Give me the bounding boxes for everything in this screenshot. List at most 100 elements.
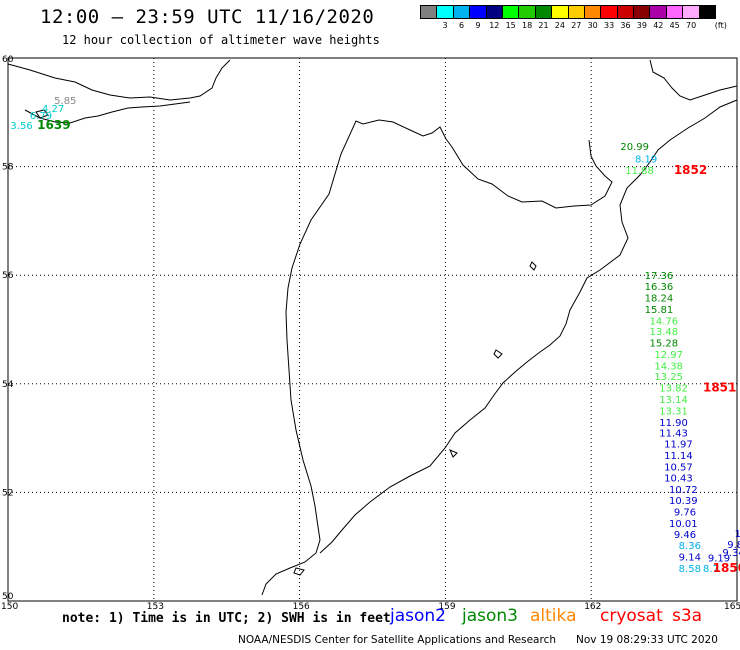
northeast-coastline: [649, 59, 738, 101]
wave-height-reading: 10.57: [664, 462, 693, 473]
wave-height-reading: 10.01: [669, 519, 698, 530]
wave-height-reading: 11.97: [664, 440, 693, 451]
longitude-label: 159: [438, 602, 455, 612]
credit-line: NOAA/NESDIS Center for Satellite Applica…: [238, 634, 718, 646]
wave-height-reading: 9.8: [727, 540, 740, 551]
legend-item-jason3: jason3: [462, 606, 518, 626]
map-frame: [7, 57, 738, 602]
scale-label: 24: [554, 21, 565, 30]
wave-height-reading: 6.79: [30, 111, 52, 122]
island-c: [529, 261, 537, 271]
wave-height-reading: 11.90: [659, 418, 688, 429]
coastline: [7, 59, 738, 596]
wave-height-reading: 9.19: [708, 554, 730, 565]
credit-timestamp: Nov 19 08:29:33 UTC 2020: [576, 634, 718, 646]
island-e: [449, 449, 458, 458]
longitude-label: 150: [1, 602, 18, 612]
wave-height-reading: 14.38: [654, 361, 683, 372]
wave-height-reading: 15.28: [650, 339, 679, 350]
longitude-label: 156: [293, 602, 310, 612]
wave-height-reading: 14.76: [650, 316, 679, 327]
wave-height-reading: 4.27: [42, 104, 64, 115]
wave-height-reading: 9.14: [679, 552, 701, 563]
scale-label: 70: [686, 21, 697, 30]
page-title: 12:00 – 23:59 UTC 11/16/2020: [40, 6, 375, 28]
scale-label: 39: [636, 21, 647, 30]
scale-label: 21: [538, 21, 549, 30]
wave-height-reading: 13.82: [659, 384, 688, 395]
wave-height-reading: 20.99: [620, 142, 649, 153]
wave-height-reading: 15.81: [645, 305, 674, 316]
wave-height-reading: 11.14: [664, 451, 693, 462]
latitude-label: 52: [2, 488, 13, 498]
wave-height-reading: 3.56: [10, 121, 32, 132]
wave-height-reading: 13.48: [650, 327, 679, 338]
scale-label: 36: [620, 21, 631, 30]
longitude-label: 165: [724, 602, 740, 612]
wave-height-reading: 8.19: [635, 154, 657, 165]
okhotsk-north-coastline: [7, 59, 231, 101]
wave-height-reading: 8.7: [703, 564, 719, 575]
latitude-label: 54: [2, 380, 14, 390]
wave-height-reading: 10.43: [664, 474, 693, 485]
taui-bay-coastline: [24, 101, 191, 124]
scale-label: 27: [571, 21, 582, 30]
wave-height-reading: 13.25: [654, 372, 683, 383]
scale-label: 6: [458, 21, 465, 30]
kamchatka-coastline: [261, 119, 613, 596]
wave-height-reading: 17.36: [645, 271, 674, 282]
legend-item-cryosat: cryosat: [600, 606, 663, 626]
footer-note: note: 1) Time is in UTC; 2) SWH is in fe…: [62, 611, 391, 626]
wave-height-reading: 8.36: [679, 541, 701, 552]
island-a: [35, 109, 49, 119]
scale-label: 45: [669, 21, 680, 30]
longitude-label: 153: [147, 602, 164, 612]
latitude-label: 60: [2, 55, 14, 65]
wave-height-reading: 10: [735, 529, 740, 540]
color-scale: [420, 5, 717, 19]
scale-label: 15: [505, 21, 516, 30]
wave-height-reading: 11.88: [625, 166, 654, 177]
scale-label: 42: [653, 21, 664, 30]
wave-height-reading: 9.76: [674, 507, 696, 518]
pass-time-label: 1850: [713, 561, 740, 575]
legend-item-altika: altika: [530, 606, 577, 626]
wave-height-reading: 13.31: [659, 406, 688, 417]
credit-text: NOAA/NESDIS Center for Satellite Applica…: [238, 634, 556, 646]
scale-label: 12: [489, 21, 500, 30]
scale-label: 30: [587, 21, 598, 30]
pass-time-label: 1852: [674, 163, 707, 177]
scale-label: 9: [475, 21, 481, 30]
wave-height-reading: 9.46: [674, 530, 696, 541]
wave-height-reading: 10.39: [669, 496, 698, 507]
island-b: [293, 567, 305, 576]
map-grid: [8, 58, 737, 601]
wave-height-reading: 10.72: [669, 485, 698, 496]
scale-unit: (ft): [714, 21, 727, 30]
pass-time-label: 1639: [37, 118, 70, 132]
wave-height-reading: 9.34: [722, 548, 740, 559]
latitude-label: 58: [2, 163, 14, 173]
scale-label: 33: [604, 21, 615, 30]
pass-time-label: 1851: [703, 381, 736, 395]
legend-item-s3a: s3a: [672, 606, 703, 626]
wave-height-reading: 18.24: [645, 293, 674, 304]
wave-height-reading: 5.85: [54, 96, 76, 107]
color-scale-labels: 3 6 9 12 15 18 21 24 27 30 33 36 39 42 45 70 (ft): [420, 21, 740, 33]
wave-height-reading: 12.97: [654, 350, 683, 361]
scale-swatch: [698, 5, 717, 19]
latitude-labels: 60 58 56 54 52 50: [2, 55, 14, 602]
island-d: [493, 349, 503, 359]
wave-height-reading: 13.14: [659, 395, 688, 406]
wave-height-reading: 16.36: [645, 282, 674, 293]
longitude-label: 162: [584, 602, 601, 612]
scale-label: 3: [442, 21, 448, 30]
kamchatka-east-coastline: [319, 99, 738, 554]
wave-height-reading: 11.43: [659, 429, 688, 440]
page-subtitle: 12 hour collection of altimeter wave hei…: [62, 33, 380, 47]
latitude-label: 56: [2, 271, 14, 281]
longitude-labels: 150 153 156 159 162 165: [1, 602, 740, 612]
latitude-label: 50: [2, 592, 14, 602]
